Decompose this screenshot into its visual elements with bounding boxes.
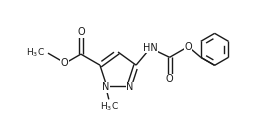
Text: O: O xyxy=(60,58,68,68)
Text: N: N xyxy=(102,82,109,92)
Text: O: O xyxy=(166,74,173,84)
Text: HN: HN xyxy=(143,43,157,53)
Text: H$_3$C: H$_3$C xyxy=(26,47,45,59)
Text: H$_3$C: H$_3$C xyxy=(100,100,119,113)
Text: O: O xyxy=(77,27,85,37)
Text: O: O xyxy=(184,42,192,52)
Text: N: N xyxy=(127,82,134,92)
